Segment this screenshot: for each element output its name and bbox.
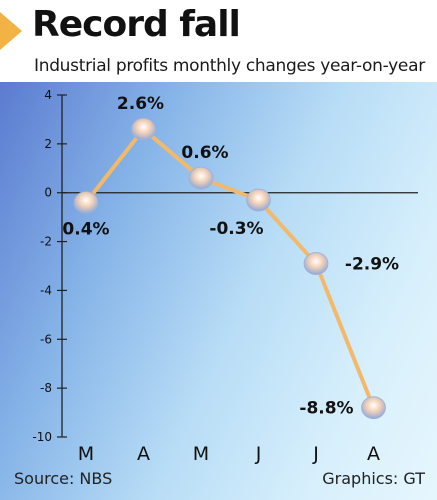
x-tick-label: M (78, 443, 94, 465)
data-label: -0.3% (209, 219, 263, 239)
series-line (84, 127, 376, 410)
y-tick-label: -10 (32, 430, 52, 444)
y-tick-label: 4 (44, 88, 52, 102)
y-tick-label: 2 (44, 137, 52, 151)
source-note: Source: NBS (14, 469, 113, 488)
chart-panel: 4 2 0 -2 -4 -6 -8 -10 M A M J J A 0.4% 2.6% 0.6% -0.3% -2… (0, 82, 437, 500)
data-point (73, 191, 99, 214)
data-point (131, 117, 156, 141)
x-tick-label: A (137, 443, 150, 465)
chart-subtitle: Industrial profits monthly changes year-… (34, 56, 425, 76)
y-tick-label: -4 (40, 283, 52, 297)
y-tick-label: -2 (40, 235, 52, 249)
data-label: -2.9% (345, 255, 399, 275)
data-point (361, 396, 386, 420)
data-label: -8.8% (299, 399, 353, 419)
y-tick-label: -8 (40, 381, 52, 395)
graphics-credit: Graphics: GT (322, 469, 425, 488)
x-tick-label: J (312, 443, 319, 465)
data-label: 2.6% (117, 94, 164, 114)
data-label: 0.4% (62, 219, 109, 239)
x-tick-label: M (193, 443, 209, 465)
data-label: 0.6% (181, 143, 228, 163)
x-tick-label: J (255, 443, 262, 465)
x-tick-label: A (367, 443, 380, 465)
arrow-icon (0, 12, 22, 50)
y-tick-label: -6 (40, 332, 52, 346)
header: Record fall Industrial profits monthly c… (0, 0, 437, 80)
data-point (303, 252, 329, 275)
chart-title: Record fall (32, 4, 241, 45)
y-tick-label: 0 (44, 186, 52, 200)
data-point (188, 166, 214, 190)
line-chart: 4 2 0 -2 -4 -6 -8 -10 M A M J J A 0.4% 2.6% 0.6% -0.3% -2… (32, 88, 418, 465)
data-point (246, 188, 271, 212)
